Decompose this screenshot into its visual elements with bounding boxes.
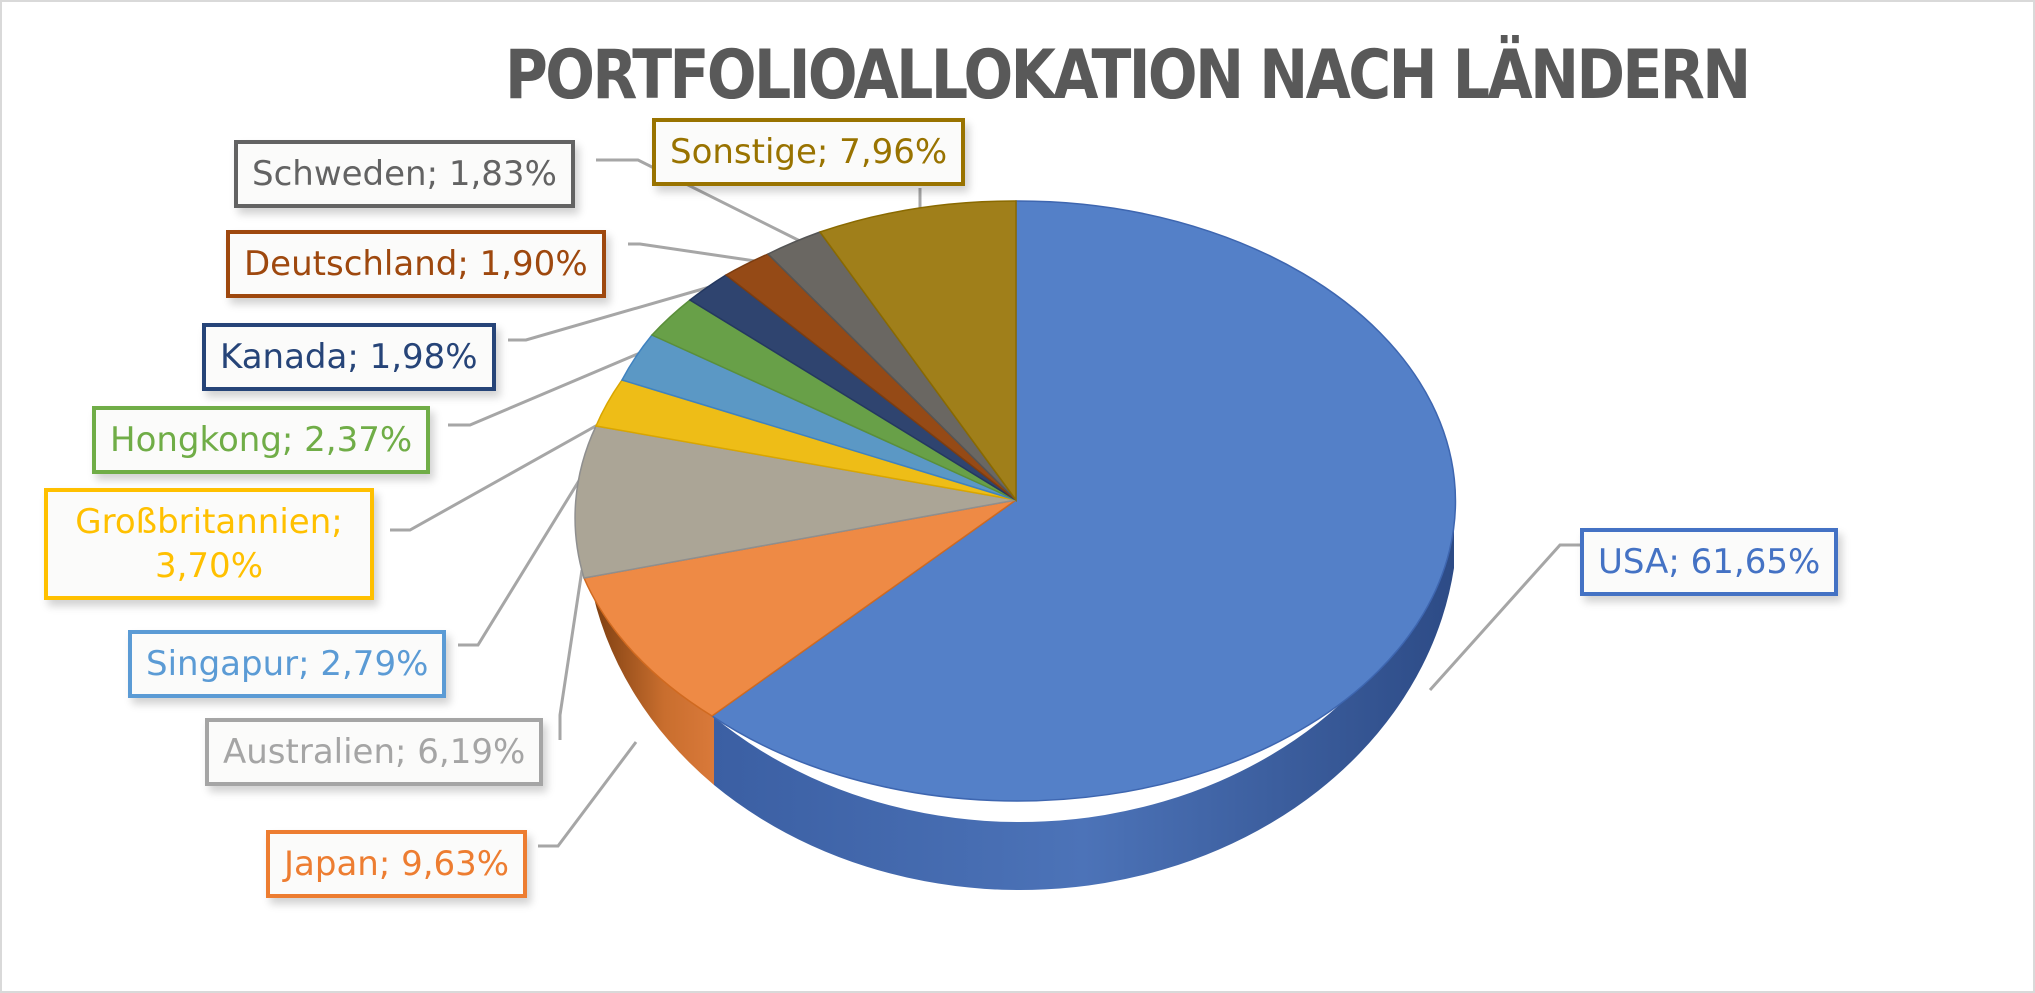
leader-lines	[390, 158, 1582, 848]
data-label-grossbritannien: Großbritannien; 3,70%	[44, 488, 374, 600]
data-label-kanada: Kanada; 1,98%	[202, 323, 496, 391]
slice-side-japan	[590, 512, 714, 785]
data-label-schweden: Schweden; 1,83%	[234, 140, 575, 208]
data-label-australien: Australien; 6,19%	[205, 718, 544, 786]
data-label-sonstige: Sonstige; 7,96%	[652, 118, 966, 186]
chart-title: PORTFOLIOALLOKATION NACH LÄNDERN	[505, 36, 1751, 115]
slice-sonstige[interactable]	[818, 200, 1017, 503]
data-label-hongkong: Hongkong; 2,37%	[92, 406, 431, 474]
slice-side-usa	[714, 500, 1454, 891]
data-label-grossbritannien-line1: Großbritannien;	[75, 502, 343, 542]
data-label-grossbritannien-line2: 3,70%	[154, 546, 263, 586]
data-label-singapur: Singapur; 2,79%	[128, 630, 447, 698]
slice-japan[interactable]	[582, 499, 1017, 717]
data-label-usa: USA; 61,65%	[1580, 528, 1839, 596]
slice-australien[interactable]	[574, 425, 1017, 579]
data-label-japan: Japan; 9,63%	[266, 830, 528, 898]
pie-slices	[574, 200, 1457, 802]
slice-usa[interactable]	[710, 200, 1457, 802]
data-label-deutschland: Deutschland; 1,90%	[226, 230, 606, 298]
